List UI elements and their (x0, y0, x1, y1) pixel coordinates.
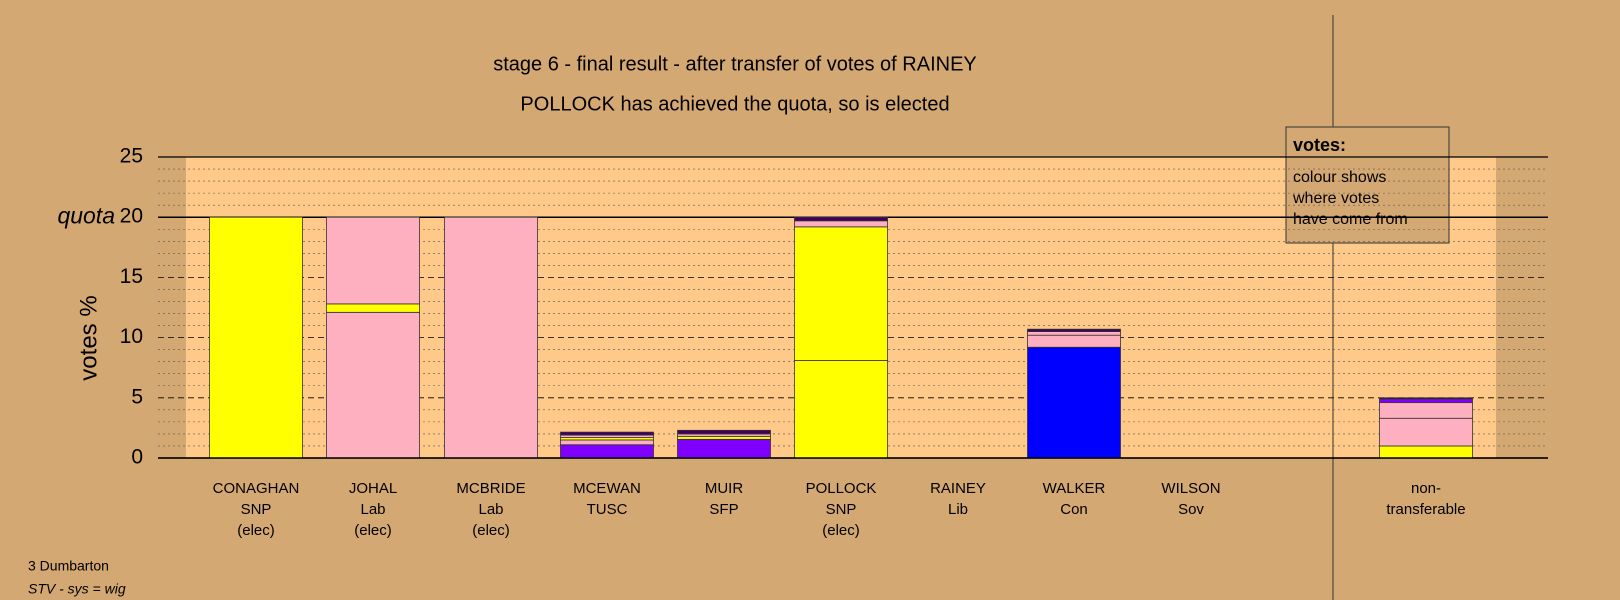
x-tick-label: Lab (360, 501, 385, 518)
bar-segment (444, 216, 538, 459)
bar-segment (1379, 445, 1473, 459)
bar-segment (794, 360, 888, 459)
footnote: STV - sys = wig (28, 581, 126, 597)
bar-segment (677, 435, 771, 440)
y-axis-label: votes % (75, 295, 102, 380)
bar-segment (1027, 334, 1121, 348)
x-tick-label: transferable (1386, 501, 1465, 518)
y-tick-label: 25 (120, 145, 143, 168)
x-tick-label: SNP (826, 501, 857, 518)
x-tick-label: Con (1060, 501, 1088, 518)
x-tick-label: Lab (478, 501, 503, 518)
x-tick-label: CONAGHAN (213, 480, 300, 497)
legend-box (1285, 126, 1450, 244)
bar-segment (1379, 417, 1473, 447)
legend-text: where votes (1292, 190, 1379, 207)
x-tick-label: WILSON (1161, 480, 1220, 497)
x-tick-label: Lib (948, 501, 968, 518)
y-tick-label: 5 (131, 385, 143, 408)
bar-segment (560, 431, 654, 436)
bar-segment (209, 216, 303, 459)
x-tick-label: MCBRIDE (456, 480, 525, 497)
x-tick-label: MCEWAN (573, 480, 641, 497)
bar-segment (326, 311, 420, 459)
x-tick-label: TUSC (587, 501, 628, 518)
x-tick-label: MUIR (705, 480, 743, 497)
legend-title: votes: (1293, 135, 1346, 155)
x-tick-label: (elec) (237, 522, 275, 539)
x-tick-label: (elec) (822, 522, 860, 539)
bar-segment (560, 444, 654, 459)
chart-subtitle: POLLOCK has achieved the quota, so is el… (520, 93, 949, 115)
y-tick-label: 20 (120, 205, 143, 228)
quota-label: quota (57, 202, 115, 228)
x-tick-label: POLLOCK (806, 480, 877, 497)
chart-title: stage 6 - final result - after transfer … (493, 53, 977, 75)
bar-segment (677, 429, 771, 435)
x-tick-label: SNP (241, 501, 272, 518)
legend: votes: (1285, 126, 1450, 244)
x-tick-label: RAINEY (930, 480, 986, 497)
x-tick-label: (elec) (354, 522, 392, 539)
bar-segment (1379, 397, 1473, 400)
bar-segment (794, 216, 888, 222)
bar-segment (1379, 398, 1473, 404)
bar-segment (326, 216, 420, 305)
legend-text: have come from (1293, 211, 1408, 228)
x-tick-label: (elec) (472, 522, 510, 539)
bar-segment (1027, 328, 1121, 332)
bar-segment (560, 439, 654, 446)
x-tick-label: JOHAL (349, 480, 397, 497)
footnote: 3 Dumbarton (28, 558, 109, 574)
legend-text: colour shows (1293, 169, 1386, 186)
bar-segment (1027, 331, 1121, 336)
bar-segment (326, 303, 420, 313)
x-tick-label: WALKER (1043, 480, 1106, 497)
y-tick-label: 0 (131, 446, 143, 469)
bar-segment (794, 220, 888, 228)
bar-segment (794, 226, 888, 361)
y-tick-label: 10 (120, 325, 143, 348)
x-tick-label: Sov (1178, 501, 1204, 518)
bar-segment (1027, 346, 1121, 459)
y-tick-label: 15 (120, 265, 143, 288)
x-tick-label: non- (1411, 480, 1441, 497)
bar-segment (1379, 402, 1473, 419)
x-tick-label: SFP (709, 501, 738, 518)
bar-segment (677, 438, 771, 459)
